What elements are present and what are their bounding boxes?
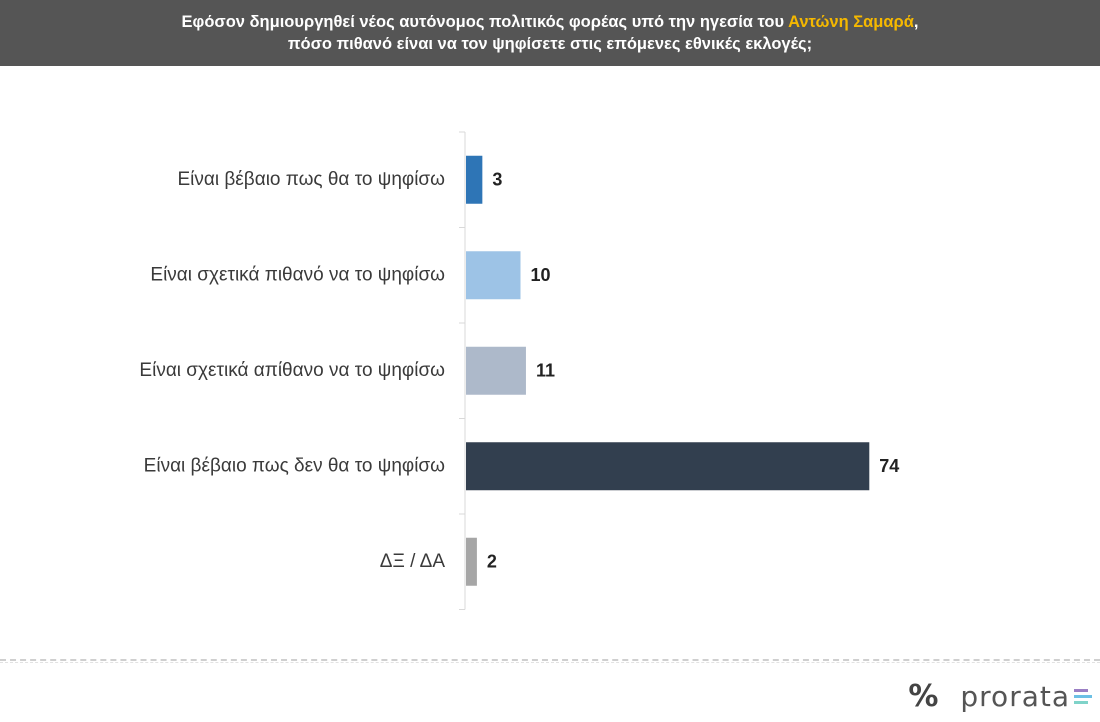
category-label: ΔΞ / ΔΑ: [380, 551, 446, 572]
value-label: 10: [531, 265, 551, 285]
logo-bar: [1074, 700, 1088, 704]
logo-text: prorata: [960, 679, 1070, 713]
logo-bar: [1074, 688, 1088, 692]
title-highlight: Αντώνη Σαμαρά: [788, 13, 914, 31]
logo-bars-icon: [1074, 688, 1092, 704]
category-label: Είναι σχετικά πιθανό να το ψηφίσω: [150, 264, 445, 285]
bar: [466, 251, 521, 300]
title-suffix: ,: [913, 13, 919, 31]
category-labels: Είναι βέβαιο πως θα το ψηφίσω Είναι σχετι…: [139, 169, 445, 572]
prorata-logo: % prorata: [908, 676, 1092, 716]
category-axis: [459, 131, 466, 610]
value-label: 74: [879, 456, 899, 476]
value-labels: 3 10 11 74 2: [487, 170, 899, 572]
category-label: Είναι σχετικά απίθανο να το ψηφίσω: [139, 360, 445, 381]
bar: [466, 346, 526, 395]
title-line-2: πόσο πιθανό είναι να τον ψηφίσετε στις ε…: [287, 35, 813, 53]
bars: [466, 155, 870, 586]
footer-divider: [0, 659, 1100, 661]
value-label: 3: [492, 170, 502, 190]
value-label: 2: [487, 552, 497, 572]
logo-bar: [1074, 694, 1092, 698]
percent-icon: %: [908, 678, 939, 714]
bar: [466, 155, 483, 204]
footer-divider-secondary: [0, 662, 1100, 663]
category-label: Είναι βέβαιο πως θα το ψηφίσω: [178, 169, 446, 190]
bar: [466, 442, 870, 491]
bar-chart: Είναι βέβαιο πως θα το ψηφίσω Είναι σχετι…: [139, 131, 899, 610]
category-label: Είναι βέβαιο πως δεν θα το ψηφίσω: [144, 455, 445, 476]
title-prefix: Εφόσον δημιουργηθεί νέος αυτόνομος πολιτ…: [181, 13, 789, 31]
value-label: 11: [536, 361, 555, 381]
title-line-1: Εφόσον δημιουργηθεί νέος αυτόνομος πολιτ…: [182, 11, 919, 33]
chart-title: Εφόσον δημιουργηθεί νέος αυτόνομος πολιτ…: [0, 0, 1100, 66]
bar: [466, 537, 477, 586]
